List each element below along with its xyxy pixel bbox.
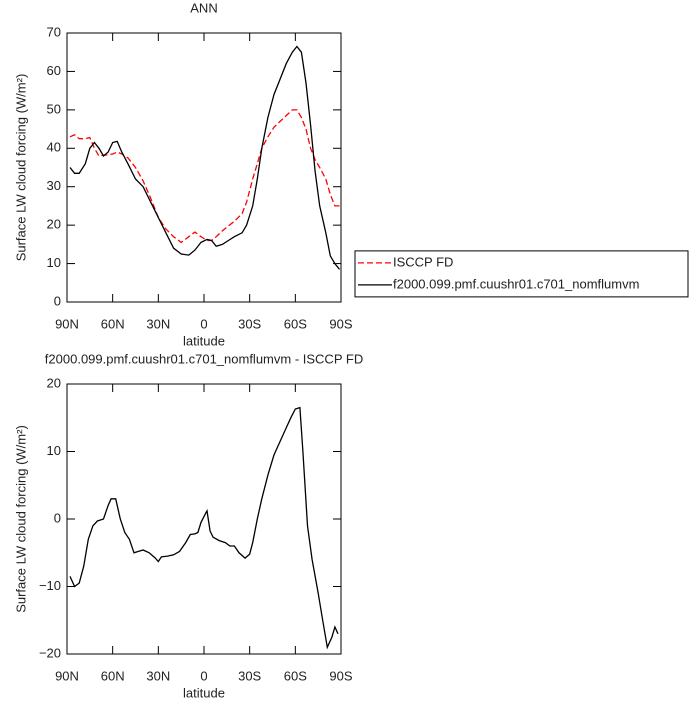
x-tick-label: 60S [284,668,307,683]
legend-label: ISCCP FD [393,254,453,269]
x-tick-label: 30N [146,668,170,683]
y-tick-label: 10 [47,255,61,270]
x-tick-label: 30S [238,316,261,331]
x-tick-label: 30S [238,668,261,683]
x-tick-label: 0 [200,316,207,331]
x-tick-label: 90S [329,668,352,683]
series-line [69,406,339,650]
x-axis-label: latitude [183,333,225,348]
series-line [69,109,340,244]
y-tick-label: 70 [47,24,61,39]
y-tick-label: −10 [39,578,61,593]
y-tick-label: 20 [47,375,61,390]
legend-box [354,250,689,298]
y-tick-label: 30 [47,178,61,193]
y-tick-label: 0 [54,293,61,308]
x-tick-label: 90S [329,316,352,331]
chart-title: f2000.099.pmf.cuushr01.c701_nomflumvm - … [45,351,363,366]
y-tick-label: 60 [47,63,61,78]
x-tick-label: 90N [55,316,79,331]
chart-title: ANN [190,0,217,15]
plot-frame [66,32,342,303]
y-axis-label: Surface LW cloud forcing (W/m²) [13,74,28,262]
x-tick-label: 30N [146,316,170,331]
plot-frame [66,383,342,655]
y-tick-label: 20 [47,217,61,232]
x-tick-label: 60S [284,316,307,331]
x-tick-label: 60N [101,316,125,331]
legend-label: f2000.099.pmf.cuushr01.c701_nomflumvm [393,276,639,291]
y-tick-label: 0 [54,510,61,525]
x-tick-label: 60N [101,668,125,683]
y-axis-label: Surface LW cloud forcing (W/m²) [13,425,28,613]
x-tick-label: 90N [55,668,79,683]
x-axis-label: latitude [183,685,225,700]
y-tick-label: 40 [47,140,61,155]
y-tick-label: 10 [47,443,61,458]
y-tick-label: −20 [39,645,61,660]
series-line [69,45,341,270]
y-tick-label: 50 [47,101,61,116]
x-tick-label: 0 [200,668,207,683]
